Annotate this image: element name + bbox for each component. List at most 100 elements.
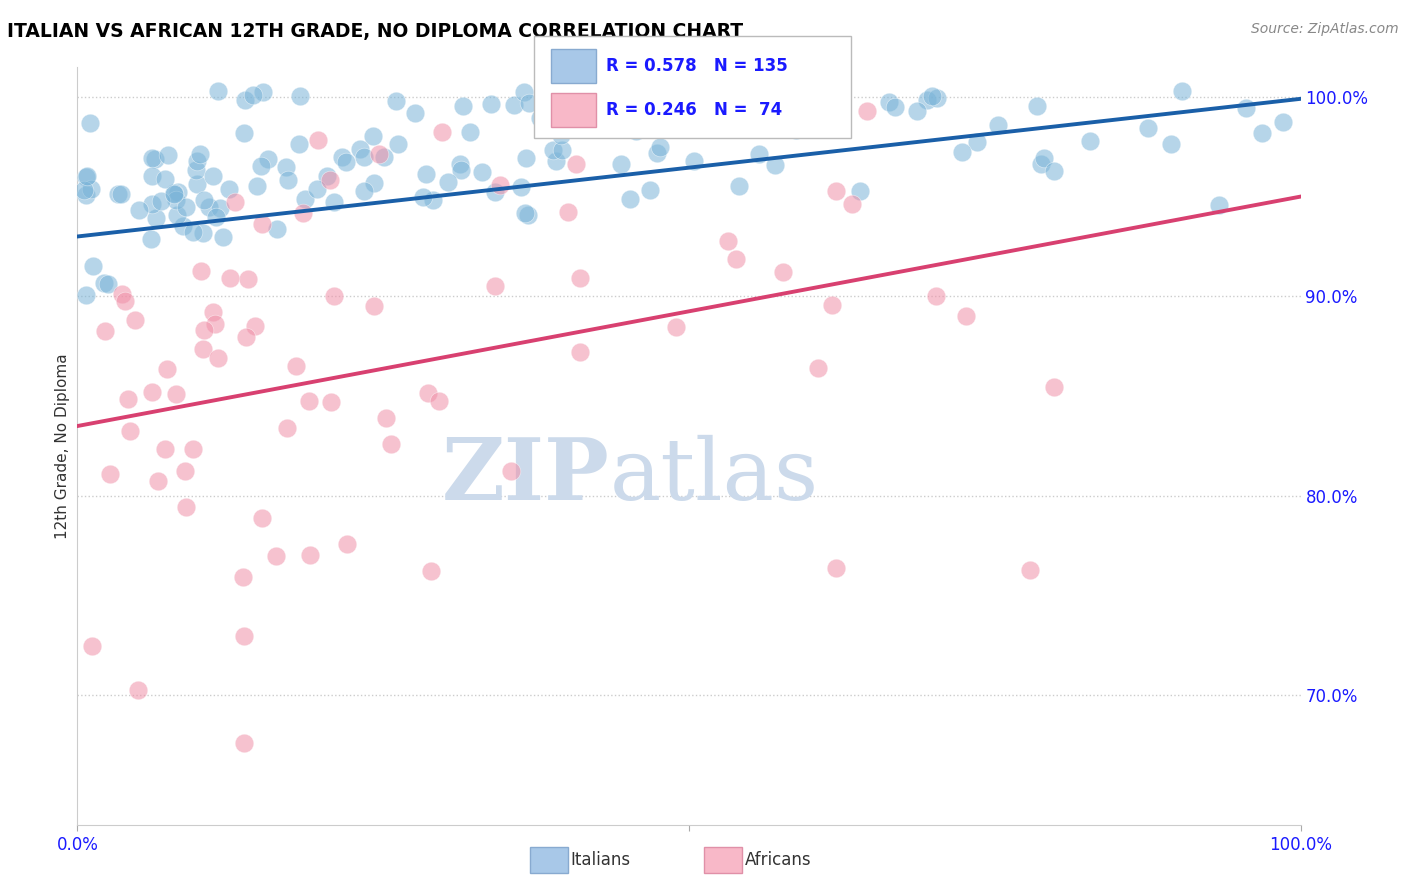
Point	[1033, 151, 1056, 165]
Point	[336, 537, 359, 551]
Point	[568, 271, 591, 285]
Point	[319, 173, 342, 187]
Point	[841, 197, 863, 211]
Point	[233, 629, 256, 643]
Point	[335, 154, 357, 169]
Point	[513, 85, 536, 99]
Point	[353, 150, 375, 164]
Point	[1137, 121, 1160, 136]
Point	[276, 420, 298, 434]
Point	[127, 683, 149, 698]
Point	[252, 85, 274, 99]
Point	[966, 136, 988, 150]
Point	[1025, 99, 1047, 113]
Point	[208, 201, 231, 215]
Point	[607, 122, 630, 136]
Point	[955, 309, 977, 323]
Point	[232, 570, 254, 584]
Point	[157, 148, 180, 162]
Point	[80, 182, 103, 196]
Point	[141, 151, 163, 165]
Point	[550, 128, 572, 143]
Point	[349, 142, 371, 156]
Point	[422, 194, 444, 208]
Point	[197, 200, 219, 214]
Point	[184, 162, 207, 177]
Point	[546, 154, 568, 169]
Point	[380, 437, 402, 451]
Point	[264, 549, 287, 563]
Point	[94, 324, 117, 338]
Point	[218, 182, 240, 196]
Text: Source: ZipAtlas.com: Source: ZipAtlas.com	[1251, 22, 1399, 37]
Point	[404, 106, 426, 120]
Point	[143, 153, 166, 167]
Point	[181, 225, 204, 239]
Point	[785, 122, 807, 136]
Point	[1208, 198, 1230, 212]
Point	[232, 126, 254, 140]
Point	[76, 169, 98, 183]
Point	[193, 226, 215, 240]
Point	[110, 187, 132, 202]
Point	[141, 384, 163, 399]
Point	[665, 320, 688, 334]
Y-axis label: 12th Grade, No Diploma: 12th Grade, No Diploma	[55, 353, 70, 539]
Point	[166, 185, 188, 199]
Point	[97, 277, 120, 291]
Point	[416, 386, 439, 401]
Point	[277, 173, 299, 187]
Point	[515, 151, 537, 165]
Point	[1251, 126, 1274, 140]
Point	[1031, 157, 1053, 171]
Point	[925, 91, 948, 105]
Point	[288, 137, 311, 152]
Point	[825, 561, 848, 575]
Text: R = 0.578   N = 135: R = 0.578 N = 135	[606, 57, 787, 75]
Point	[118, 424, 141, 438]
Point	[107, 186, 129, 201]
Point	[252, 218, 274, 232]
Point	[610, 157, 633, 171]
Point	[294, 192, 316, 206]
Point	[111, 286, 134, 301]
Point	[98, 467, 121, 481]
Point	[752, 85, 775, 99]
Point	[284, 359, 307, 373]
Point	[509, 179, 531, 194]
Point	[856, 103, 879, 118]
Point	[141, 169, 163, 183]
Point	[188, 147, 211, 161]
Point	[569, 345, 592, 359]
Point	[513, 206, 536, 220]
Point	[73, 183, 96, 197]
Point	[232, 736, 254, 750]
Point	[250, 160, 273, 174]
Point	[683, 154, 706, 169]
Point	[925, 288, 948, 302]
Point	[484, 185, 506, 199]
Point	[207, 351, 229, 365]
Point	[128, 203, 150, 218]
Point	[117, 392, 139, 406]
Point	[624, 124, 647, 138]
Point	[557, 205, 579, 219]
Point	[517, 96, 540, 111]
Point	[883, 100, 905, 114]
Point	[82, 259, 104, 273]
Point	[156, 361, 179, 376]
Point	[233, 93, 256, 107]
Point	[748, 146, 770, 161]
Point	[384, 94, 406, 108]
Point	[250, 511, 273, 525]
Point	[321, 394, 343, 409]
Text: R = 0.246   N =  74: R = 0.246 N = 74	[606, 102, 782, 120]
Text: atlas: atlas	[609, 434, 818, 518]
Point	[484, 279, 506, 293]
Point	[412, 189, 434, 203]
Point	[201, 304, 224, 318]
Point	[1043, 164, 1066, 178]
Point	[124, 312, 146, 326]
Point	[807, 361, 830, 376]
Point	[305, 182, 328, 196]
